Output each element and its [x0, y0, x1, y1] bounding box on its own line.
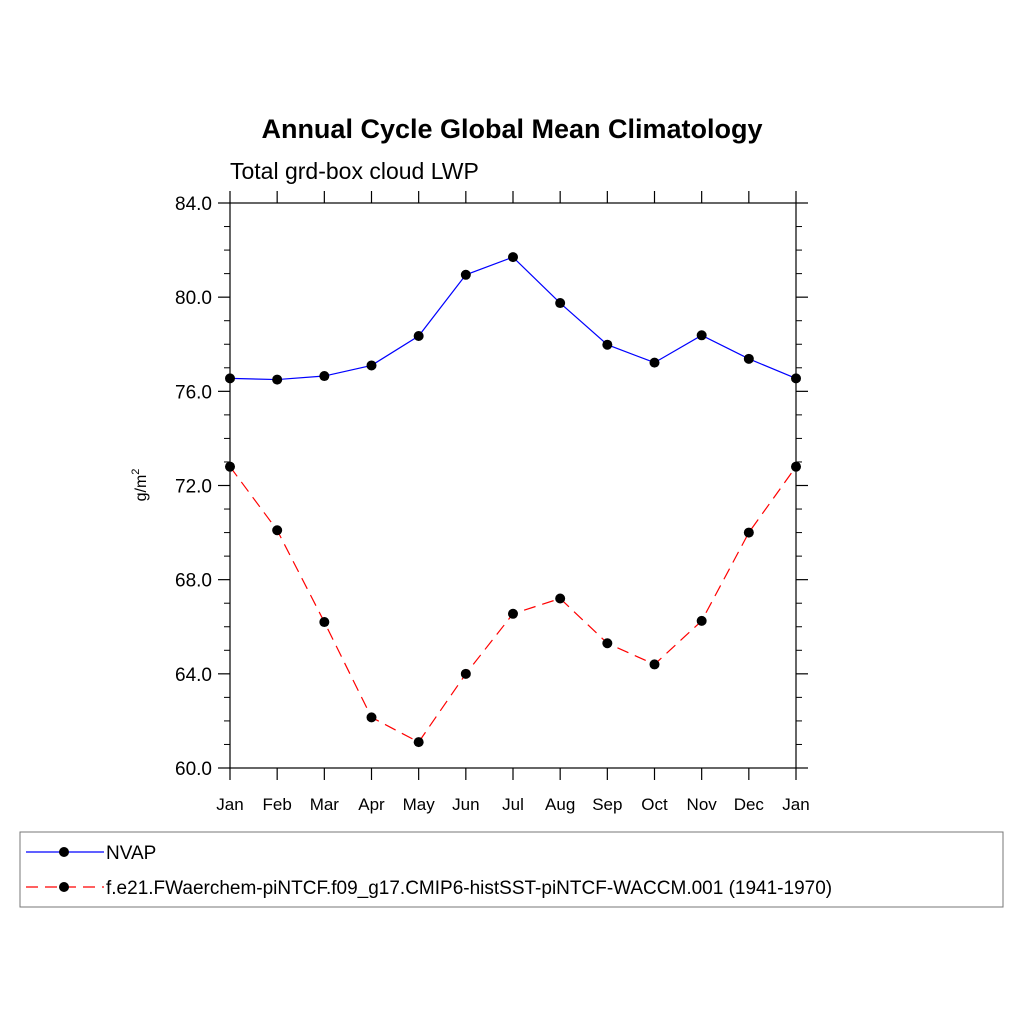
legend-marker-0: [59, 847, 69, 857]
x-tick-label: Feb: [263, 795, 292, 814]
x-tick-label: Jan: [216, 795, 243, 814]
y-axis-label-unit: g/m: [133, 475, 150, 502]
series-layer: [225, 252, 801, 748]
data-point-0: [602, 339, 613, 350]
data-point-1: [696, 615, 707, 626]
y-tick-label: 64.0: [175, 665, 212, 686]
legend-label-1: f.e21.FWaerchem-piNTCF.f09_g17.CMIP6-his…: [106, 878, 832, 899]
data-point-0: [366, 360, 377, 371]
data-point-1: [225, 461, 235, 472]
legend: NVAP f.e21.FWaerchem-piNTCF.f09_g17.CMIP6…: [19, 831, 1004, 908]
data-point-0: [319, 371, 330, 382]
data-point-1: [555, 593, 566, 604]
plot-area: [229, 202, 797, 769]
x-tick-label: Oct: [641, 795, 668, 814]
x-tick-label: Jun: [452, 795, 479, 814]
series-line-0: [229, 256, 797, 381]
series-line-1: [229, 466, 797, 743]
data-point-0: [272, 374, 283, 385]
data-point-0: [555, 298, 566, 309]
data-point-0: [460, 269, 471, 280]
data-point-0: [791, 373, 801, 384]
x-tick-label: Nov: [687, 795, 718, 814]
y-tick-label: 68.0: [175, 571, 212, 592]
y-tick-label: 84.0: [175, 194, 212, 215]
x-tick-label: Jan: [782, 795, 809, 814]
chart-subtitle: Total grd-box cloud LWP: [230, 158, 479, 184]
y-tick-label: 80.0: [175, 288, 212, 309]
plot-frame: [229, 202, 797, 769]
x-tick-label: Mar: [310, 795, 340, 814]
chart-title: Annual Cycle Global Mean Climatology: [261, 114, 762, 144]
x-tick-label: Aug: [545, 795, 575, 814]
data-point-1: [508, 608, 518, 619]
legend-label-0: NVAP: [106, 843, 156, 864]
x-tick-label: Apr: [358, 795, 385, 814]
data-point-1: [460, 668, 471, 679]
x-tick-label: Jul: [502, 795, 524, 814]
data-point-0: [225, 373, 235, 384]
y-tick-label: 72.0: [175, 477, 212, 498]
data-point-0: [508, 252, 518, 263]
data-point-1: [413, 737, 424, 748]
data-point-1: [602, 638, 613, 649]
data-point-0: [413, 331, 424, 342]
data-point-1: [791, 461, 801, 472]
legend-box: [19, 831, 1004, 908]
y-axis-label-superscript: 2: [130, 469, 142, 475]
x-tick-label: Dec: [734, 795, 765, 814]
x-axis: Jan Feb Mar Apr May Jun Jul Aug Sep Oct Nov Dec Jan: [216, 191, 810, 814]
data-point-0: [743, 353, 754, 364]
y-axis-label: g/m2: [130, 469, 150, 502]
data-point-1: [649, 659, 660, 670]
data-point-1: [366, 712, 377, 723]
data-point-1: [743, 527, 754, 538]
data-point-1: [272, 525, 283, 536]
x-tick-label: May: [403, 795, 436, 814]
legend-marker-1: [59, 882, 69, 892]
data-point-0: [649, 357, 660, 368]
data-point-1: [319, 617, 330, 628]
y-tick-label: 76.0: [175, 382, 212, 403]
x-tick-label: Sep: [592, 795, 622, 814]
y-tick-label: 60.0: [175, 759, 212, 780]
y-axis: 60.0 64.0 68.0 72.0 76.0 80.0 84.0: [175, 194, 808, 780]
data-point-0: [696, 330, 707, 341]
